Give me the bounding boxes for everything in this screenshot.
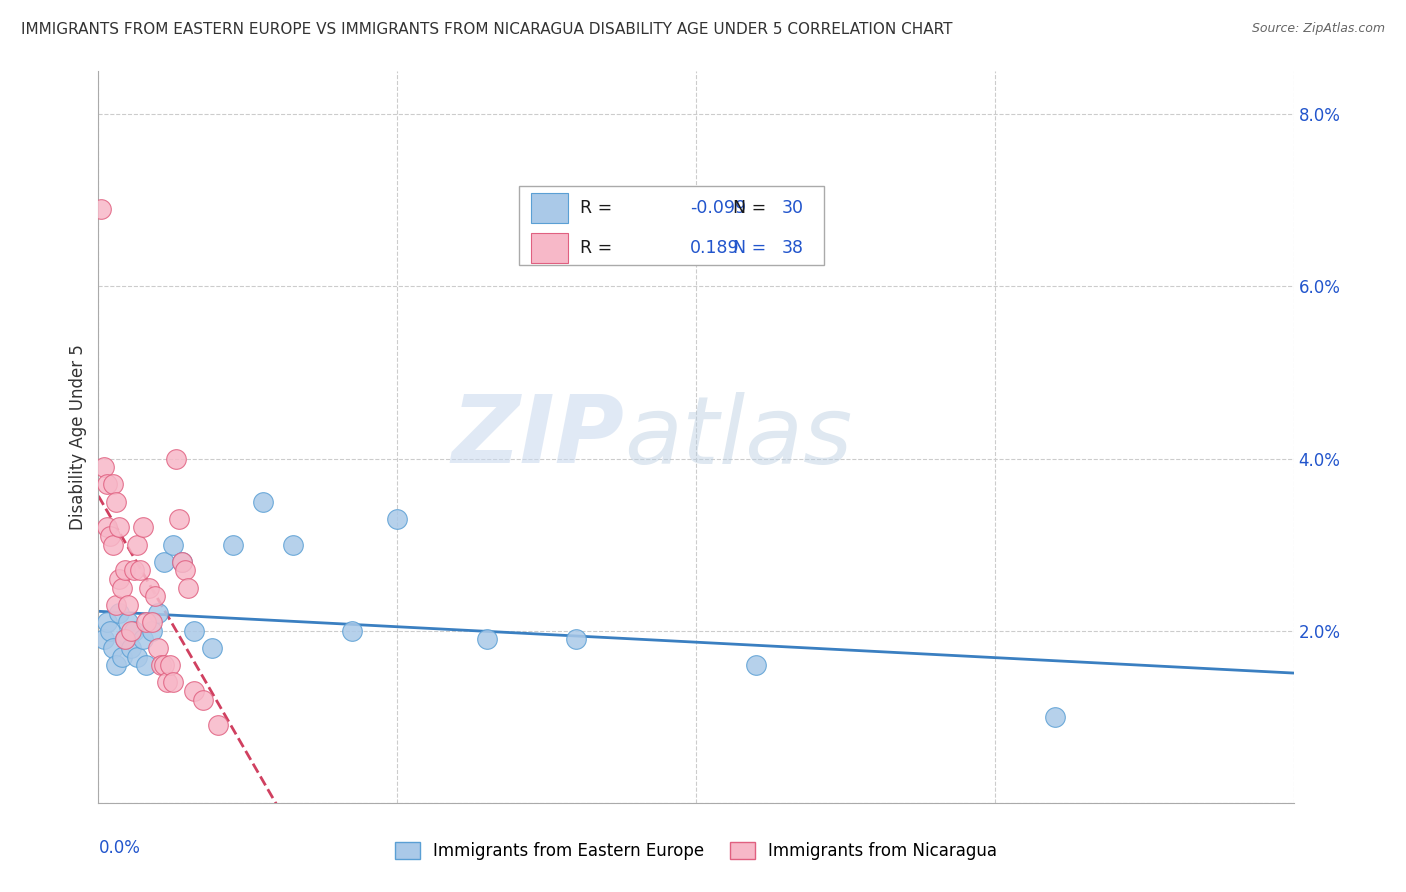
Text: 38: 38 xyxy=(782,239,803,257)
Point xyxy=(111,649,134,664)
Point xyxy=(124,624,146,638)
Point xyxy=(148,607,170,621)
Point xyxy=(177,581,200,595)
Point xyxy=(120,640,142,655)
Point xyxy=(148,640,170,655)
Point xyxy=(135,615,157,629)
Text: R =: R = xyxy=(581,199,612,217)
Point xyxy=(105,494,128,508)
Point xyxy=(108,520,131,534)
Point xyxy=(114,632,136,647)
Point xyxy=(96,520,118,534)
Point xyxy=(132,632,155,647)
Point xyxy=(156,675,179,690)
Point xyxy=(98,529,122,543)
Point xyxy=(127,649,149,664)
Text: ZIP: ZIP xyxy=(451,391,624,483)
Point xyxy=(162,538,184,552)
Text: IMMIGRANTS FROM EASTERN EUROPE VS IMMIGRANTS FROM NICARAGUA DISABILITY AGE UNDER: IMMIGRANTS FROM EASTERN EUROPE VS IMMIGR… xyxy=(21,22,953,37)
Point xyxy=(167,512,190,526)
Point xyxy=(174,564,197,578)
Point xyxy=(90,202,112,216)
Point xyxy=(127,538,149,552)
Text: 0.189: 0.189 xyxy=(690,239,740,257)
Point xyxy=(172,555,194,569)
Point xyxy=(114,632,136,647)
Point xyxy=(153,658,176,673)
Point xyxy=(191,692,214,706)
Point xyxy=(162,675,184,690)
Point xyxy=(93,632,115,647)
Point xyxy=(111,581,134,595)
Point xyxy=(96,615,118,629)
Point xyxy=(143,589,166,603)
Point xyxy=(138,581,160,595)
Text: atlas: atlas xyxy=(624,392,852,483)
Point xyxy=(103,477,125,491)
Point xyxy=(153,555,176,569)
Point xyxy=(98,624,122,638)
Point xyxy=(281,538,304,552)
Point xyxy=(117,615,139,629)
Point xyxy=(114,564,136,578)
Point xyxy=(96,477,118,491)
Point xyxy=(172,555,194,569)
Text: N =: N = xyxy=(733,199,766,217)
Point xyxy=(120,624,142,638)
Point xyxy=(385,512,409,526)
Legend: Immigrants from Eastern Europe, Immigrants from Nicaragua: Immigrants from Eastern Europe, Immigran… xyxy=(395,842,997,860)
Point xyxy=(150,658,173,673)
Point xyxy=(183,684,205,698)
Point xyxy=(565,632,588,647)
Point xyxy=(108,572,131,586)
Y-axis label: Disability Age Under 5: Disability Age Under 5 xyxy=(69,344,87,530)
Point xyxy=(141,624,163,638)
Point xyxy=(103,640,125,655)
Point xyxy=(124,564,146,578)
Point xyxy=(222,538,245,552)
Text: R =: R = xyxy=(581,239,612,257)
Point xyxy=(135,658,157,673)
Point xyxy=(342,624,364,638)
Point xyxy=(183,624,205,638)
Point xyxy=(201,640,224,655)
Point xyxy=(207,718,229,732)
Text: 0.0%: 0.0% xyxy=(98,839,141,857)
Point xyxy=(252,494,274,508)
Point xyxy=(117,598,139,612)
Point xyxy=(1043,710,1066,724)
Text: N =: N = xyxy=(733,239,766,257)
Text: -0.099: -0.099 xyxy=(690,199,747,217)
Point xyxy=(141,615,163,629)
Point xyxy=(108,607,131,621)
Point xyxy=(105,598,128,612)
Text: Source: ZipAtlas.com: Source: ZipAtlas.com xyxy=(1251,22,1385,36)
Point xyxy=(129,564,152,578)
Point xyxy=(93,460,115,475)
Point xyxy=(745,658,768,673)
Point xyxy=(159,658,181,673)
Point xyxy=(132,520,155,534)
Text: 30: 30 xyxy=(782,199,803,217)
Point xyxy=(165,451,187,466)
Point xyxy=(105,658,128,673)
Point xyxy=(475,632,498,647)
Point xyxy=(103,538,125,552)
